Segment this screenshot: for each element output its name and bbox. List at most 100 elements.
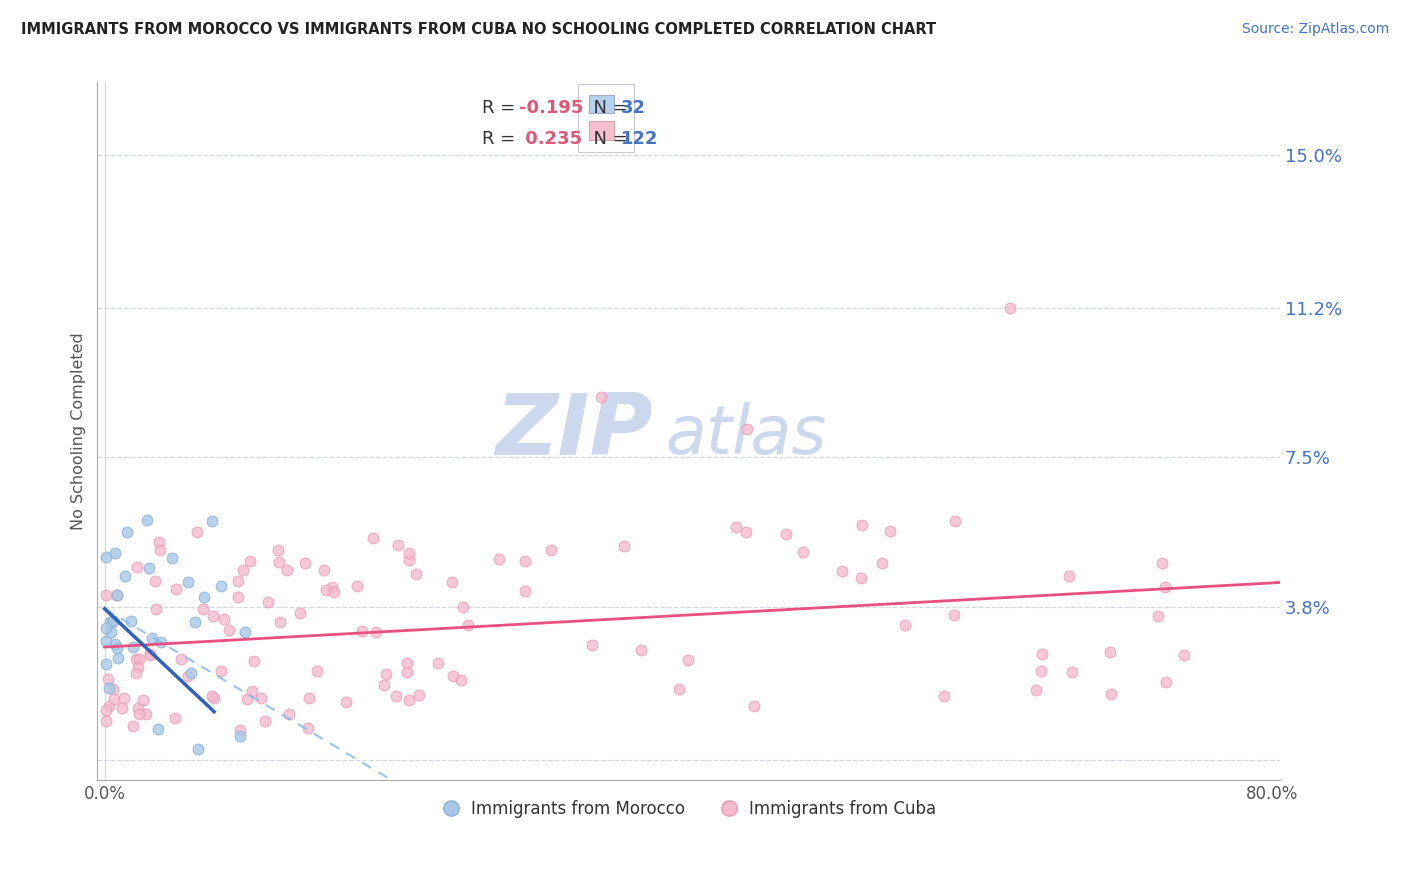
Point (630, 643, 652, 657)
Point (149, 542, 172, 557)
Point (1154, 675, 1177, 690)
Point (450, 673, 472, 687)
Point (211, 579, 233, 593)
Point (233, 625, 256, 640)
Point (321, 580, 343, 594)
Point (240, 684, 263, 698)
Point (943, 607, 966, 622)
Point (488, 552, 510, 566)
Point (1099, 687, 1122, 701)
Point (725, 520, 748, 534)
Point (120, 614, 142, 628)
Text: N =: N = (582, 99, 634, 118)
Point (138, 648, 160, 662)
Point (165, 710, 187, 724)
Point (186, 525, 208, 540)
Point (143, 574, 166, 588)
Point (613, 539, 636, 553)
Point (305, 664, 328, 678)
Point (94, 588, 117, 602)
Point (315, 582, 337, 597)
Point (101, 614, 124, 628)
Point (735, 524, 758, 539)
Point (451, 599, 474, 614)
Point (398, 546, 420, 560)
Point (187, 742, 209, 756)
Point (243, 654, 266, 668)
Point (101, 615, 124, 629)
Text: atlas: atlas (665, 401, 827, 467)
Point (141, 631, 163, 645)
Point (256, 595, 278, 609)
Point (581, 638, 603, 652)
Text: N =: N = (582, 130, 634, 148)
Point (97, 681, 120, 695)
Point (932, 689, 955, 703)
Text: ZIP: ZIP (495, 390, 654, 473)
Point (831, 564, 853, 578)
Point (97, 698, 120, 713)
Point (177, 669, 200, 683)
Point (735, 422, 758, 436)
Text: -0.195: -0.195 (519, 99, 583, 118)
Point (127, 701, 149, 715)
Point (145, 601, 167, 615)
Point (139, 648, 162, 662)
Point (131, 693, 153, 707)
Point (792, 545, 814, 559)
Point (851, 518, 873, 533)
Point (94, 634, 117, 648)
Point (160, 551, 183, 566)
Point (387, 538, 409, 552)
Point (122, 719, 145, 733)
Point (94, 657, 117, 672)
Point (229, 729, 252, 743)
Point (1031, 647, 1053, 661)
Point (266, 542, 288, 557)
Point (335, 695, 357, 709)
Point (361, 532, 384, 546)
Point (201, 609, 224, 624)
Point (105, 588, 128, 602)
Legend: Immigrants from Morocco, Immigrants from Cuba: Immigrants from Morocco, Immigrants from… (434, 793, 942, 824)
Point (218, 623, 240, 637)
Point (98, 615, 121, 630)
Point (114, 568, 136, 582)
Point (191, 602, 214, 616)
Point (374, 666, 396, 681)
Point (177, 575, 200, 590)
Point (269, 615, 291, 629)
Point (112, 691, 135, 706)
Point (373, 678, 395, 692)
Point (297, 721, 319, 735)
Point (111, 701, 134, 715)
Point (103, 691, 125, 706)
Point (180, 666, 202, 681)
Text: 0.235: 0.235 (519, 130, 582, 148)
Point (515, 583, 537, 598)
Text: 32: 32 (621, 99, 647, 118)
Point (742, 699, 765, 714)
Point (202, 691, 225, 706)
Point (253, 714, 276, 728)
Point (135, 707, 157, 722)
Point (125, 666, 148, 681)
Point (138, 561, 160, 575)
Point (128, 652, 150, 666)
Point (94, 703, 117, 717)
Point (100, 625, 122, 640)
Text: IMMIGRANTS FROM MOROCCO VS IMMIGRANTS FROM CUBA NO SCHOOLING COMPLETED CORRELATI: IMMIGRANTS FROM MOROCCO VS IMMIGRANTS FR… (21, 22, 936, 37)
Point (148, 535, 170, 549)
Point (127, 560, 149, 574)
Point (668, 682, 690, 697)
Point (97, 673, 120, 687)
Point (1154, 581, 1177, 595)
Point (426, 656, 449, 670)
Point (94, 549, 117, 564)
Point (239, 554, 262, 568)
Point (193, 590, 215, 604)
Point (398, 693, 420, 707)
Text: R =: R = (482, 130, 520, 148)
Point (395, 665, 418, 679)
Point (943, 514, 966, 528)
